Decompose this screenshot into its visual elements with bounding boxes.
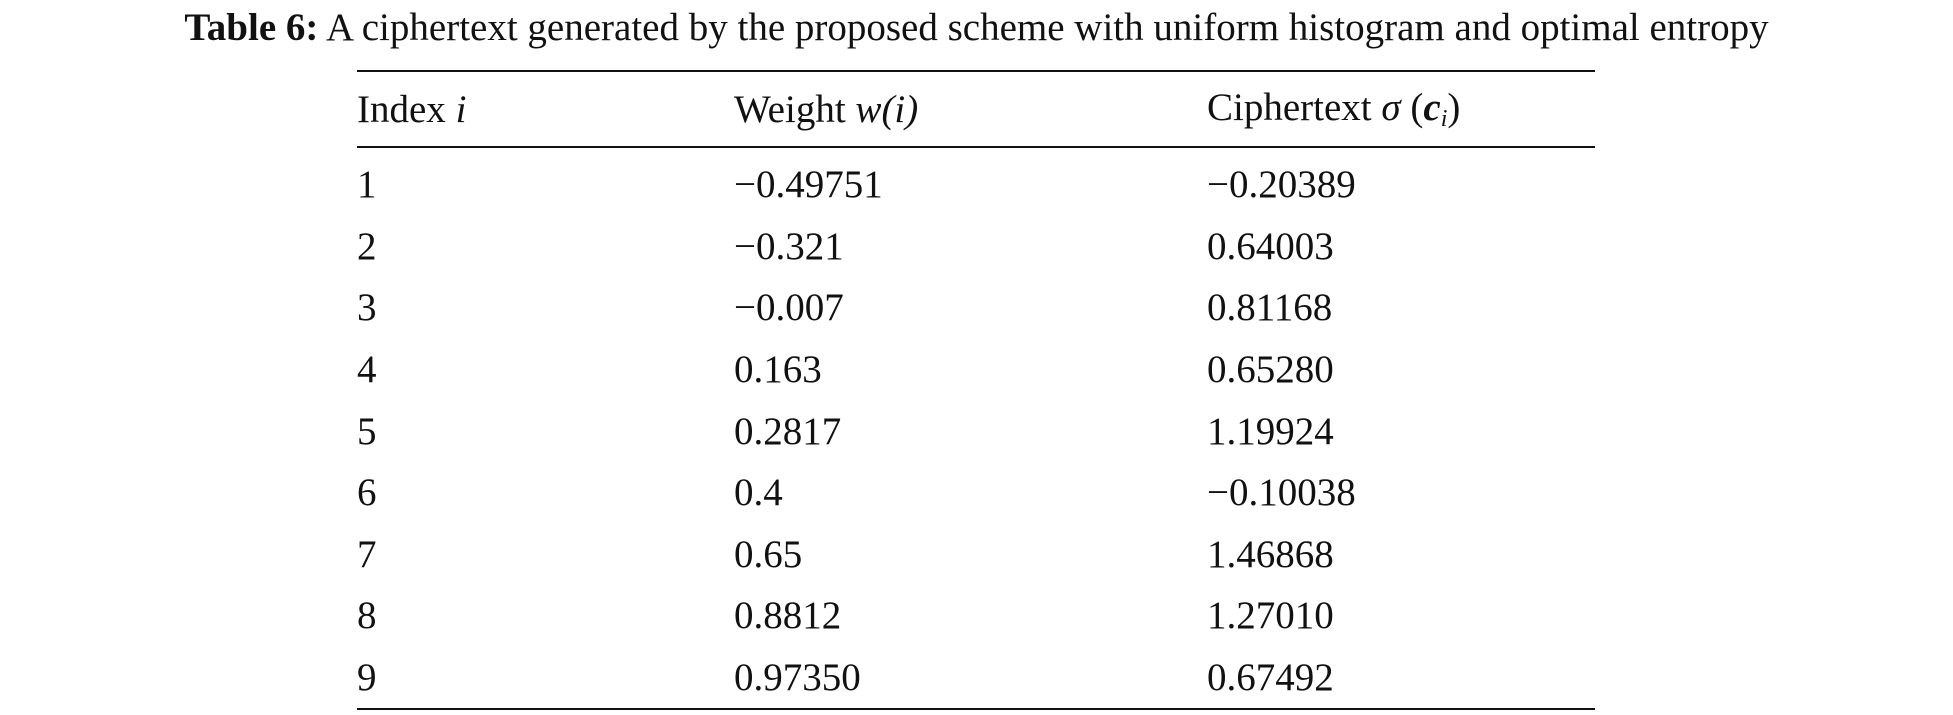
header-index-text: Index [357, 87, 456, 131]
table-header-row: Index i Weight w(i) Ciphertext σ (ci) [357, 71, 1595, 147]
ciphertext-table: Index i Weight w(i) Ciphertext σ (ci) 1 −… [357, 70, 1595, 710]
caption-text: A ciphertext generated by the proposed s… [318, 6, 1769, 49]
data-table-container: Index i Weight w(i) Ciphertext σ (ci) 1 −… [357, 70, 1595, 710]
cell-index: 4 [357, 348, 377, 392]
table-row: 6 0.4 −0.10038 [357, 462, 1595, 524]
cell-weight: 0.4 [734, 471, 783, 515]
table-row: 9 0.97350 0.67492 [357, 647, 1595, 710]
cell-ciphertext: 0.67492 [1207, 656, 1334, 700]
caption-label: Table 6: [184, 6, 319, 49]
cell-weight: −0.007 [734, 286, 844, 330]
header-cipher-text: Ciphertext [1207, 86, 1382, 129]
header-ciphertext: Ciphertext σ (ci) [1207, 86, 1461, 132]
cell-index: 3 [357, 286, 377, 330]
cell-ciphertext: −0.10038 [1207, 471, 1356, 515]
header-index: Index i [357, 71, 734, 147]
cell-ciphertext: 0.81168 [1207, 286, 1333, 330]
cell-weight: 0.163 [734, 348, 822, 392]
header-index-var: i [455, 87, 467, 131]
header-weight-text: Weight [734, 87, 856, 131]
cell-index: 9 [357, 656, 377, 700]
cell-index: 1 [357, 163, 377, 207]
cell-weight: 0.8812 [734, 594, 842, 638]
cell-ciphertext: 1.27010 [1207, 594, 1334, 638]
cell-ciphertext: 0.65280 [1207, 348, 1334, 392]
cell-ciphertext: 1.46868 [1207, 532, 1334, 576]
table-caption: Table 6: A ciphertext generated by the p… [0, 0, 1953, 56]
cell-weight: −0.321 [734, 224, 844, 268]
table-row: 5 0.2817 1.19924 [357, 400, 1595, 462]
cell-index: 6 [357, 471, 377, 515]
cell-ciphertext: −0.20389 [1207, 163, 1356, 207]
header-cipher-var: c [1423, 86, 1441, 129]
header-weight-arg: (i) [881, 87, 919, 131]
header-weight: Weight w(i) [734, 71, 1207, 147]
cell-index: 7 [357, 532, 377, 576]
cell-weight: 0.65 [734, 532, 803, 576]
table-row: 7 0.65 1.46868 [357, 524, 1595, 586]
cell-index: 2 [357, 224, 377, 268]
cell-ciphertext: 0.64003 [1207, 224, 1334, 268]
cell-weight: 0.2817 [734, 409, 842, 453]
table-row: 1 −0.49751 −0.20389 [357, 147, 1595, 216]
cell-index: 8 [357, 594, 377, 638]
cell-weight: 0.97350 [734, 656, 861, 700]
cell-ciphertext: 1.19924 [1207, 409, 1334, 453]
table-row: 8 0.8812 1.27010 [357, 585, 1595, 647]
header-cipher-sub: i [1440, 106, 1448, 132]
table-row: 4 0.163 0.65280 [357, 339, 1595, 401]
header-weight-var: w [855, 87, 882, 131]
table-row: 2 −0.321 0.64003 [357, 216, 1595, 278]
cell-index: 5 [357, 409, 377, 453]
table-body: 1 −0.49751 −0.20389 2 −0.321 0.64003 3 −0.007 0.… [357, 147, 1595, 710]
cell-weight: −0.49751 [734, 163, 883, 207]
table-row: 3 −0.007 0.81168 [357, 277, 1595, 339]
header-cipher-sigma: σ [1381, 86, 1401, 129]
